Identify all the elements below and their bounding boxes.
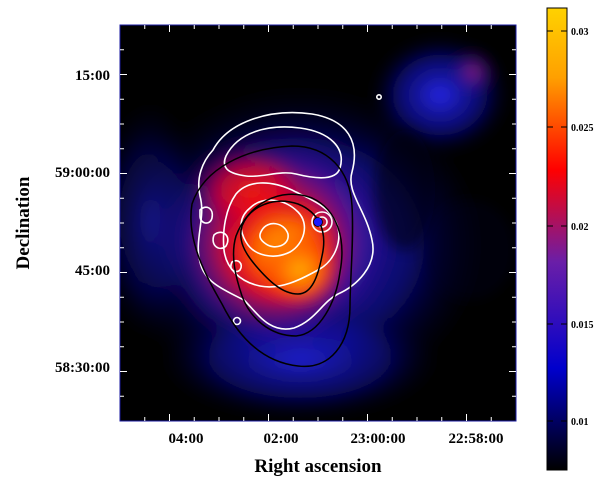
- y-tick-label: 59:00:00: [55, 165, 110, 181]
- x-tick-label: 23:00:00: [351, 431, 406, 447]
- colorbar-tick-label: 0.025: [571, 123, 594, 134]
- colorbar-gradient: [546, 7, 568, 471]
- y-tick-label: 45:00: [75, 263, 110, 279]
- black-contours: [190, 145, 354, 368]
- colorbar-tick-label: 0.01: [571, 417, 589, 428]
- y-tick-label: 58:30:00: [55, 360, 110, 376]
- colorbar-tick-label: 0.015: [571, 320, 594, 331]
- y-tick-labels: 15:00 59:00:00 45:00 58:30:00: [55, 68, 110, 376]
- colorbar: 0.03 0.025 0.02 0.015 0.01: [546, 7, 594, 471]
- axis-ticks: [120, 25, 516, 421]
- x-tick-label: 02:00: [264, 431, 299, 447]
- y-tick-label: 15:00: [75, 68, 110, 84]
- x-tick-label: 22:58:00: [449, 431, 504, 447]
- intensity-map: [120, 25, 516, 421]
- x-axis-title: Right ascension: [254, 456, 382, 477]
- x-tick-labels: 04:00 02:00 23:00:00 22:58:00: [169, 431, 504, 447]
- y-axis-title: Declination: [13, 176, 34, 269]
- colorbar-ticks: [547, 30, 567, 422]
- colorbar-tick-label: 0.02: [571, 222, 589, 233]
- x-tick-label: 04:00: [169, 431, 204, 447]
- colorbar-tick-label: 0.03: [571, 27, 589, 38]
- point-source-marker: [313, 217, 323, 227]
